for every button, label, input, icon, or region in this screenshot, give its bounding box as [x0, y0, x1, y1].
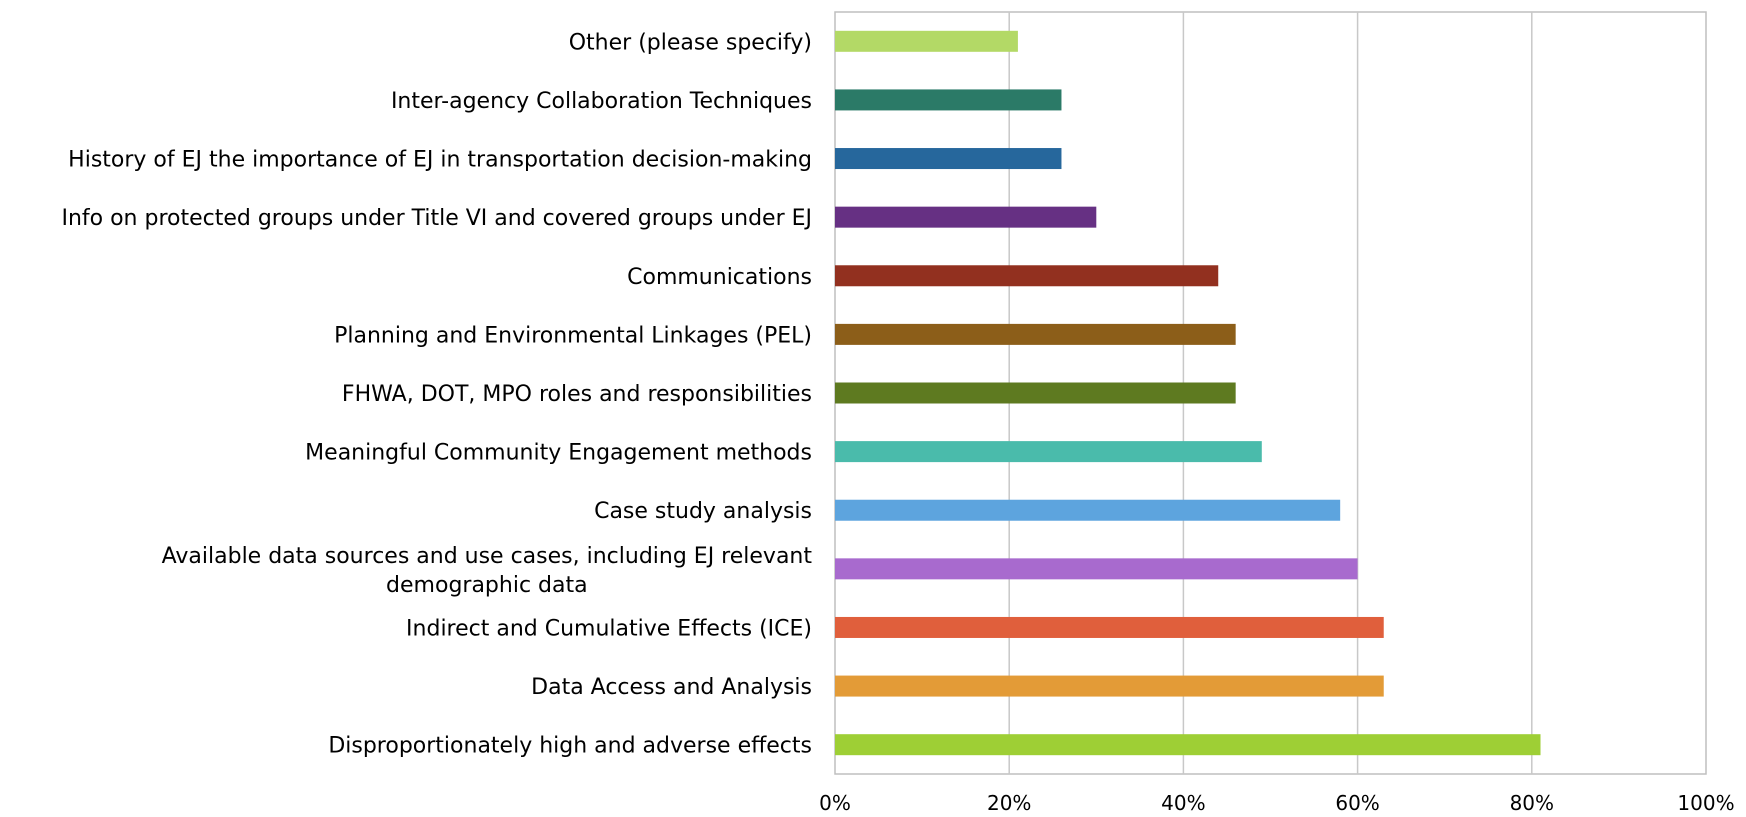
- bar: [835, 734, 1541, 756]
- x-tick-label: 20%: [987, 791, 1031, 813]
- bar: [835, 323, 1236, 345]
- category-label: Inter-agency Collaboration Techniques: [391, 89, 812, 114]
- bar: [835, 558, 1358, 580]
- category-label: Data Access and Analysis: [531, 675, 812, 700]
- bar: [835, 499, 1341, 521]
- bar: [835, 89, 1062, 111]
- category-label: Communications: [627, 265, 812, 290]
- x-tick-label: 100%: [1677, 791, 1734, 813]
- x-tick-label: 0%: [819, 791, 851, 813]
- bar: [835, 382, 1236, 404]
- x-tick-label: 40%: [1161, 791, 1205, 813]
- category-label: Disproportionately high and adverse effe…: [328, 734, 812, 759]
- bar: [835, 265, 1219, 287]
- bar: [835, 441, 1262, 463]
- category-label: Planning and Environmental Linkages (PEL…: [334, 323, 812, 348]
- category-label: Indirect and Cumulative Effects (ICE): [406, 616, 812, 641]
- category-label: Other (please specify): [569, 30, 812, 55]
- bar: [835, 616, 1384, 638]
- bar: [835, 206, 1097, 228]
- category-label: Info on protected groups under Title VI …: [61, 206, 812, 231]
- category-label: FHWA, DOT, MPO roles and responsibilitie…: [342, 382, 812, 407]
- x-tick-label: 80%: [1510, 791, 1554, 813]
- category-label: History of EJ the importance of EJ in tr…: [68, 148, 812, 173]
- category-label: Case study analysis: [594, 499, 812, 524]
- x-tick-label: 60%: [1335, 791, 1379, 813]
- bar: [835, 30, 1018, 52]
- bar: [835, 148, 1062, 170]
- category-label: Available data sources and use cases, in…: [162, 544, 813, 598]
- bar: [835, 675, 1384, 697]
- category-label: Meaningful Community Engagement methods: [305, 441, 812, 466]
